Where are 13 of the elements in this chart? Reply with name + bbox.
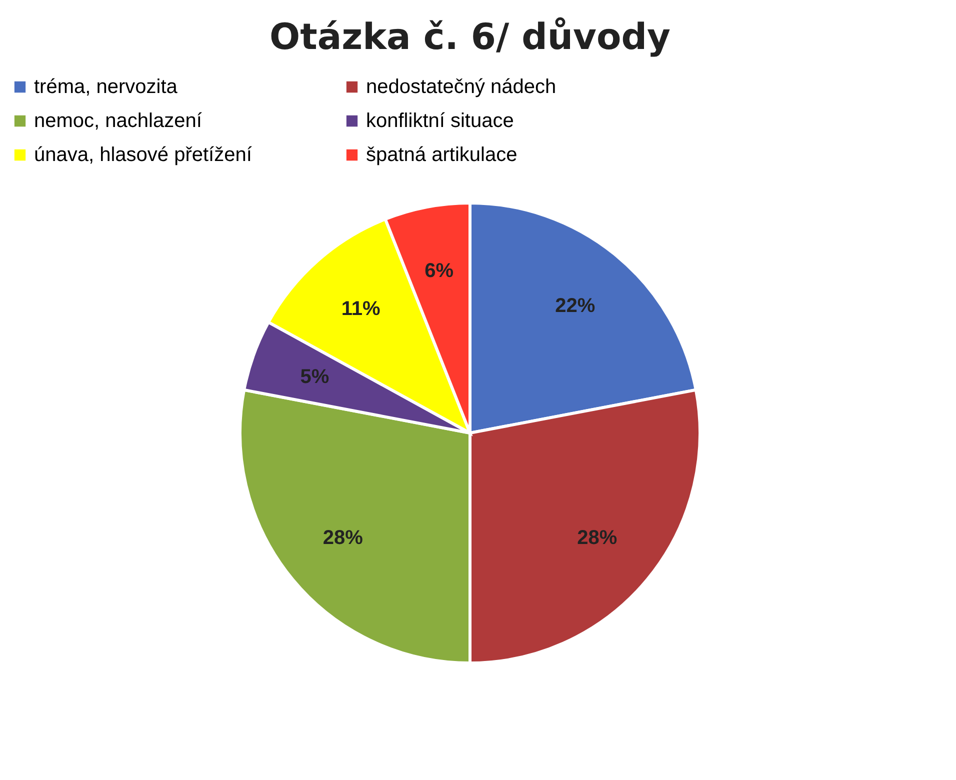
legend-label: únava, hlasové přetížení xyxy=(34,144,252,166)
data-label: 11% xyxy=(341,298,381,320)
legend-label: nemoc, nachlazení xyxy=(34,110,202,132)
data-label: 22% xyxy=(555,294,596,317)
legend-label: tréma, nervozita xyxy=(34,76,178,98)
legend-label: špatná artikulace xyxy=(366,144,518,166)
data-label: 5% xyxy=(300,366,330,388)
chart-title: Otázka č. 6/ důvody xyxy=(270,17,670,58)
legend-label: nedostatečný nádech xyxy=(366,76,556,98)
data-label: 28% xyxy=(322,527,364,550)
legend-label: konfliktní situace xyxy=(366,110,514,132)
data-label: 28% xyxy=(577,527,618,550)
data-label: 6% xyxy=(424,260,454,282)
